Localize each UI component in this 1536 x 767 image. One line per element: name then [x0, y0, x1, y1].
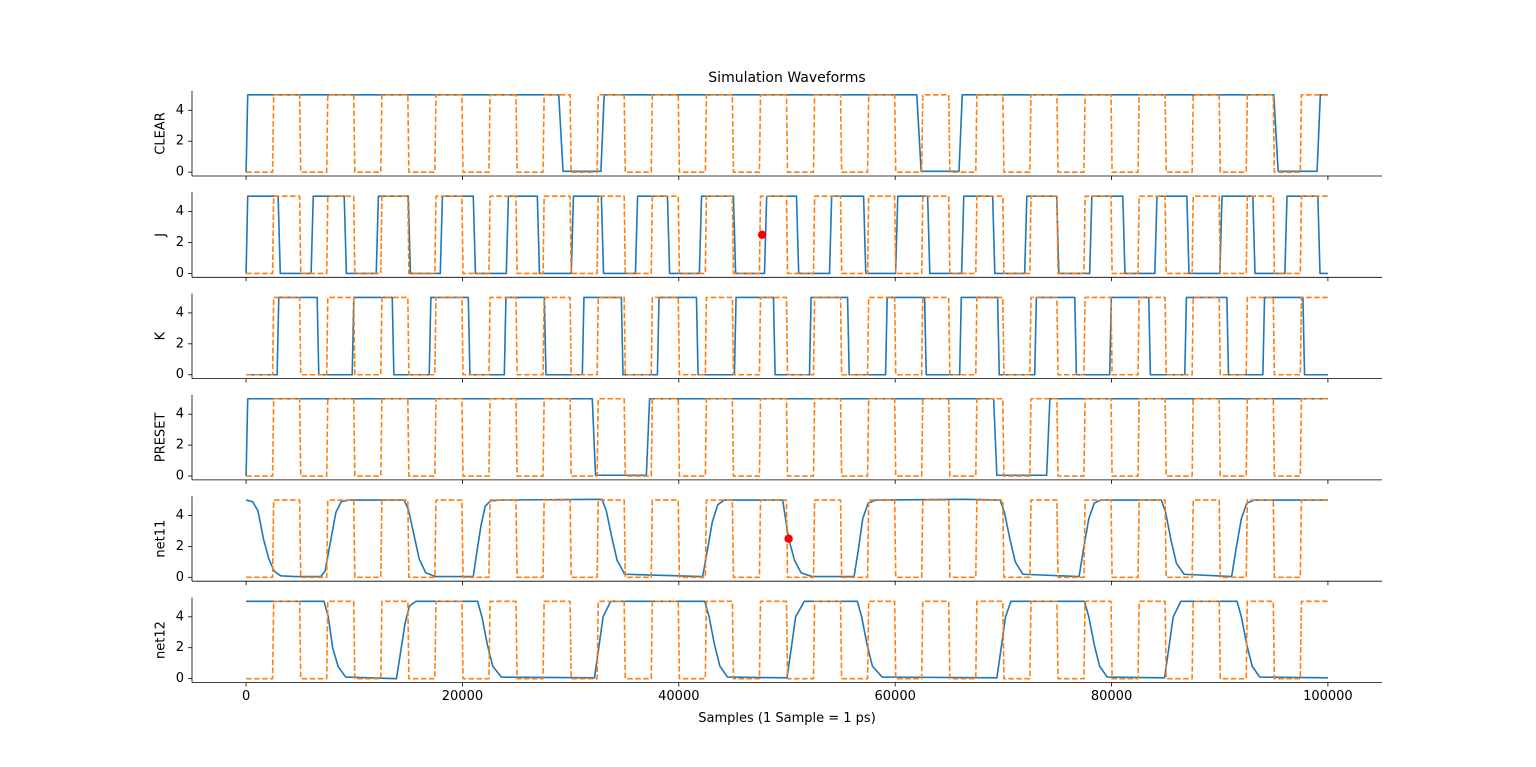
y-tick-label: 0	[176, 266, 184, 281]
y-axis-label: PRESET	[154, 413, 169, 463]
clock-line	[246, 195, 1328, 275]
x-tick-label: 100000	[1303, 689, 1353, 704]
subplot: net11 0 2 4	[154, 496, 1382, 586]
y-axis-label: net12	[154, 621, 169, 659]
subplot: K 0 2 4	[154, 293, 1382, 383]
y-tick-label: 0	[176, 671, 184, 686]
subplot: net12 0 2 4 0 20000 40000 60000 80000 100000 Sampl…	[154, 597, 1382, 726]
x-tick-label: 40000	[658, 689, 699, 704]
clock-line	[246, 397, 1328, 477]
clock-line	[246, 600, 1328, 680]
x-tick-label: 20000	[442, 689, 483, 704]
chart-title: Simulation Waveforms	[708, 70, 865, 86]
y-tick-label: 2	[176, 438, 184, 453]
x-tick-label: 60000	[875, 689, 916, 704]
y-tick-label: 0	[176, 367, 184, 382]
y-tick-label: 4	[176, 508, 184, 523]
x-tick-label: 80000	[1091, 689, 1132, 704]
subplot: Simulation Waveforms CLEAR 0 2 4	[154, 70, 1382, 180]
signal-line	[246, 296, 1328, 376]
y-axis-label: CLEAR	[154, 112, 169, 154]
signal-line	[245, 498, 1328, 578]
y-tick-label: 4	[176, 103, 184, 118]
subplot: J 0 2 4	[154, 192, 1382, 282]
signal-line	[245, 195, 1328, 275]
marker-point	[757, 230, 767, 239]
y-tick-label: 2	[176, 235, 184, 250]
y-tick-label: 2	[176, 336, 184, 351]
y-tick-label: 4	[176, 609, 184, 624]
y-axis-label: net11	[154, 520, 169, 558]
y-tick-label: 2	[176, 640, 184, 655]
clock-line	[246, 94, 1328, 173]
y-tick-label: 0	[176, 165, 184, 180]
y-tick-label: 0	[176, 570, 184, 585]
y-axis-label: K	[154, 331, 169, 340]
y-tick-label: 4	[176, 305, 184, 320]
y-tick-label: 2	[176, 134, 184, 149]
y-tick-label: 4	[176, 407, 184, 422]
y-tick-label: 4	[176, 204, 184, 219]
y-tick-label: 0	[176, 469, 184, 484]
x-axis-label: Samples (1 Sample = 1 ps)	[698, 711, 876, 726]
subplot: PRESET 0 2 4	[154, 394, 1382, 484]
x-tick-label: 0	[242, 689, 250, 704]
signal-line	[245, 397, 1328, 477]
y-tick-label: 2	[176, 539, 184, 554]
clock-line	[246, 296, 1328, 376]
y-axis-label: J	[154, 233, 169, 238]
marker-point	[784, 534, 793, 543]
